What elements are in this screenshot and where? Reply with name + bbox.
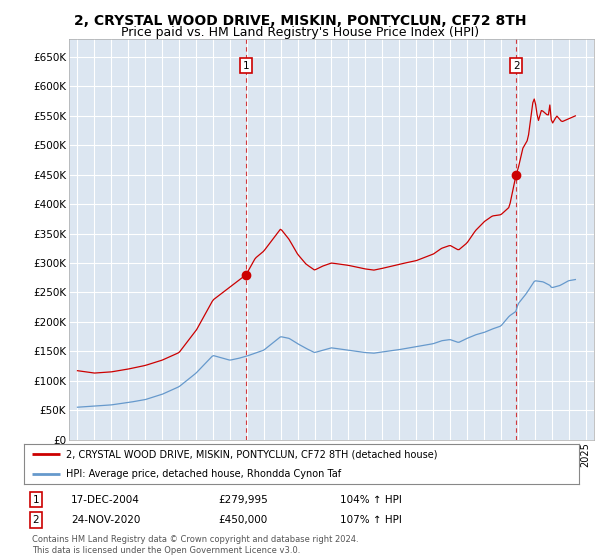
Text: 104% ↑ HPI: 104% ↑ HPI	[340, 495, 402, 505]
Text: 1: 1	[243, 60, 250, 71]
Text: 2, CRYSTAL WOOD DRIVE, MISKIN, PONTYCLUN, CF72 8TH (detached house): 2, CRYSTAL WOOD DRIVE, MISKIN, PONTYCLUN…	[65, 449, 437, 459]
Text: 2: 2	[513, 60, 520, 71]
Text: 17-DEC-2004: 17-DEC-2004	[71, 495, 140, 505]
Text: 24-NOV-2020: 24-NOV-2020	[71, 515, 140, 525]
Text: Price paid vs. HM Land Registry's House Price Index (HPI): Price paid vs. HM Land Registry's House …	[121, 26, 479, 39]
Text: 2, CRYSTAL WOOD DRIVE, MISKIN, PONTYCLUN, CF72 8TH: 2, CRYSTAL WOOD DRIVE, MISKIN, PONTYCLUN…	[74, 14, 526, 28]
Text: 107% ↑ HPI: 107% ↑ HPI	[340, 515, 402, 525]
Text: Contains HM Land Registry data © Crown copyright and database right 2024.
This d: Contains HM Land Registry data © Crown c…	[32, 535, 359, 555]
Text: 1: 1	[32, 495, 39, 505]
Text: £450,000: £450,000	[218, 515, 268, 525]
Text: £279,995: £279,995	[218, 495, 268, 505]
Text: HPI: Average price, detached house, Rhondda Cynon Taf: HPI: Average price, detached house, Rhon…	[65, 469, 341, 479]
Text: 2: 2	[32, 515, 39, 525]
